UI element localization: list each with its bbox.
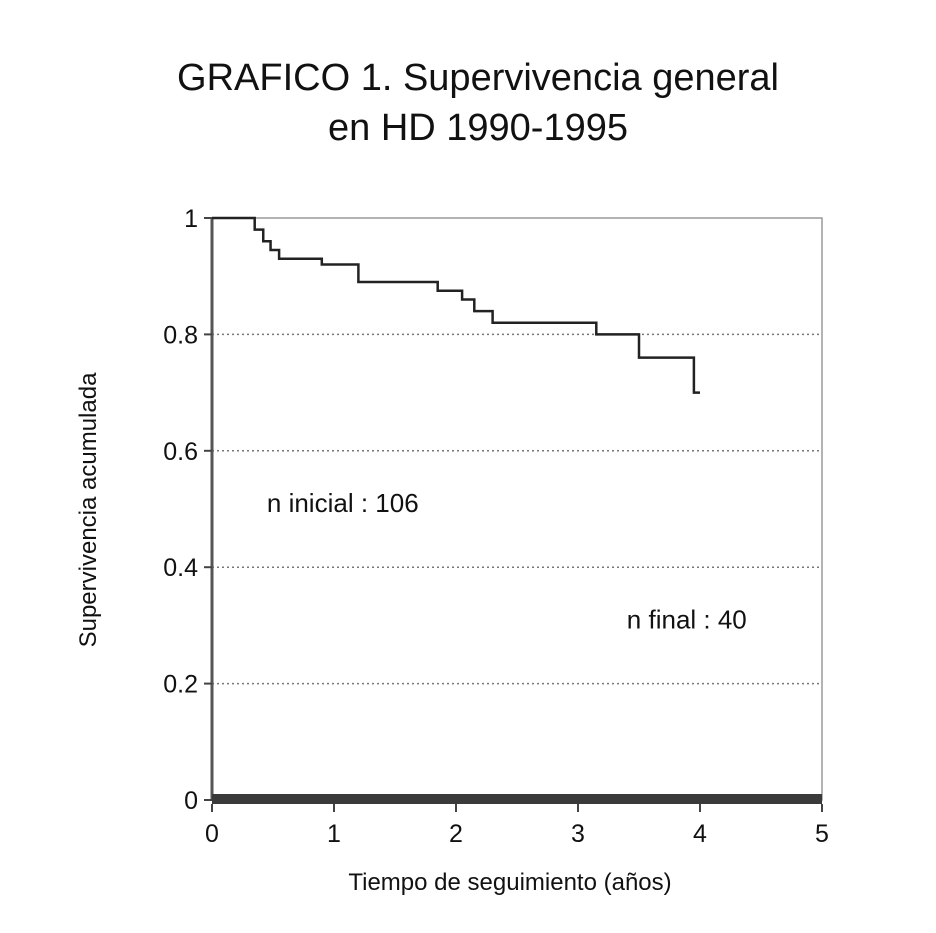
x-tick-label-1: 1 [327,820,341,848]
annotation-0: n inicial : 106 [267,488,419,518]
plot-area: 0 0.2 0.4 0.6 0.8 1 0 1 2 3 4 5 n inicial : 106 n fin… [163,205,829,848]
y-tick-label-3: 0.6 [163,438,198,466]
x-tick-label-0: 0 [205,820,219,848]
y-tick-label-1: 0.2 [163,671,198,699]
y-axis-label: Supervivencia acumulada [75,372,102,647]
x-tick-label-4: 4 [693,820,707,848]
x-axis-line [212,794,822,804]
chart-title: GRAFICO 1. Supervivencia general en HD 1… [177,57,779,149]
chart-title-line-1: GRAFICO 1. Supervivencia general [177,57,779,99]
x-tick-label-3: 3 [571,820,585,848]
y-tick-label-0: 0 [184,787,198,815]
chart-title-line-2: en HD 1990-1995 [328,107,628,149]
survival-curve-0 [212,216,700,394]
x-tick-label-2: 2 [449,820,463,848]
x-tick-label-5: 5 [815,820,829,848]
annotation-1: n final : 40 [627,604,747,634]
y-tick-label-2: 0.4 [163,554,198,582]
x-axis-label: Tiempo de seguimiento (años) [348,869,671,896]
y-tick-label-4: 0.8 [163,321,198,349]
y-tick-label-5: 1 [184,205,198,233]
